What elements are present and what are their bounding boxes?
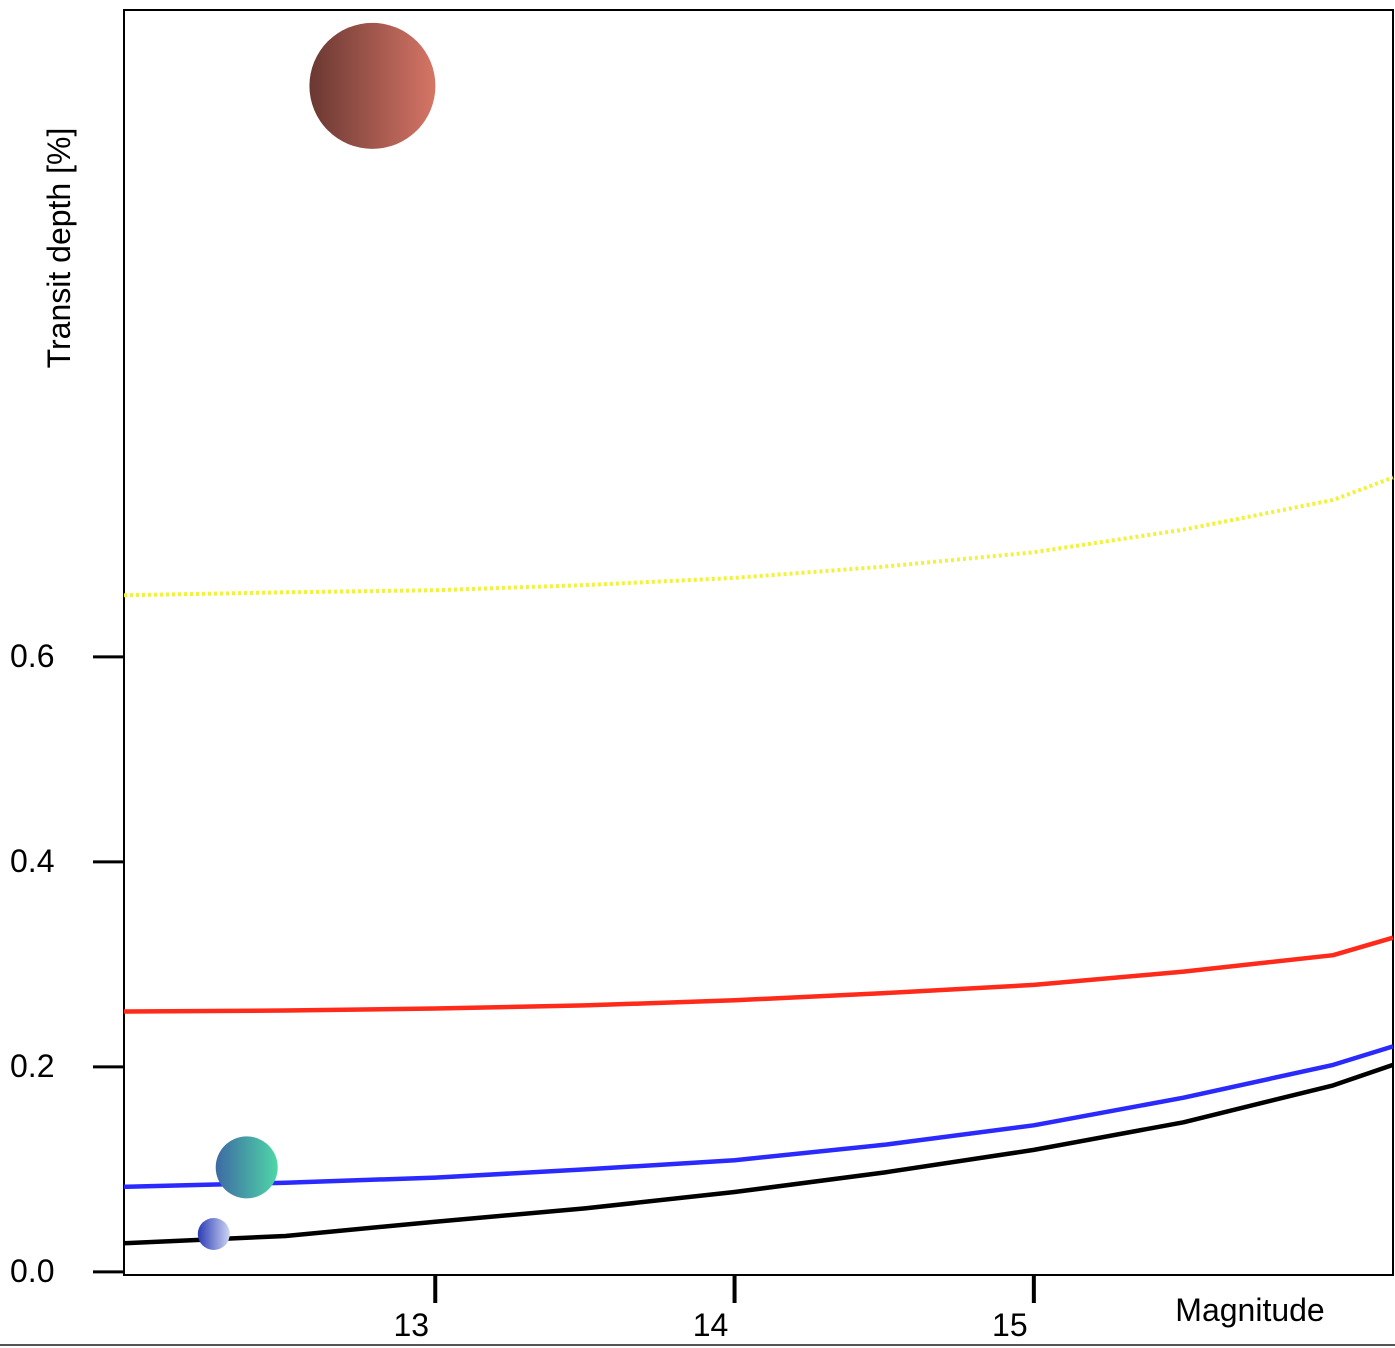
- series-line: [124, 938, 1393, 1012]
- x-tick-label: 14: [693, 1307, 729, 1343]
- bubble: [216, 1136, 278, 1198]
- series-line: [124, 478, 1393, 596]
- bubble: [309, 23, 435, 149]
- y-tick-label: 0.6: [10, 638, 54, 674]
- y-tick-label: 0.0: [10, 1253, 54, 1289]
- bubble: [198, 1218, 230, 1250]
- x-axis-label: Magnitude: [1175, 1292, 1324, 1328]
- x-tick-label: 15: [992, 1307, 1028, 1343]
- plot-frame: [124, 10, 1393, 1275]
- y-tick-label: 0.2: [10, 1048, 54, 1084]
- y-tick-label: 0.4: [10, 843, 54, 879]
- x-tick-label: 13: [393, 1307, 429, 1343]
- y-axis-label: Transit depth [%]: [41, 128, 77, 369]
